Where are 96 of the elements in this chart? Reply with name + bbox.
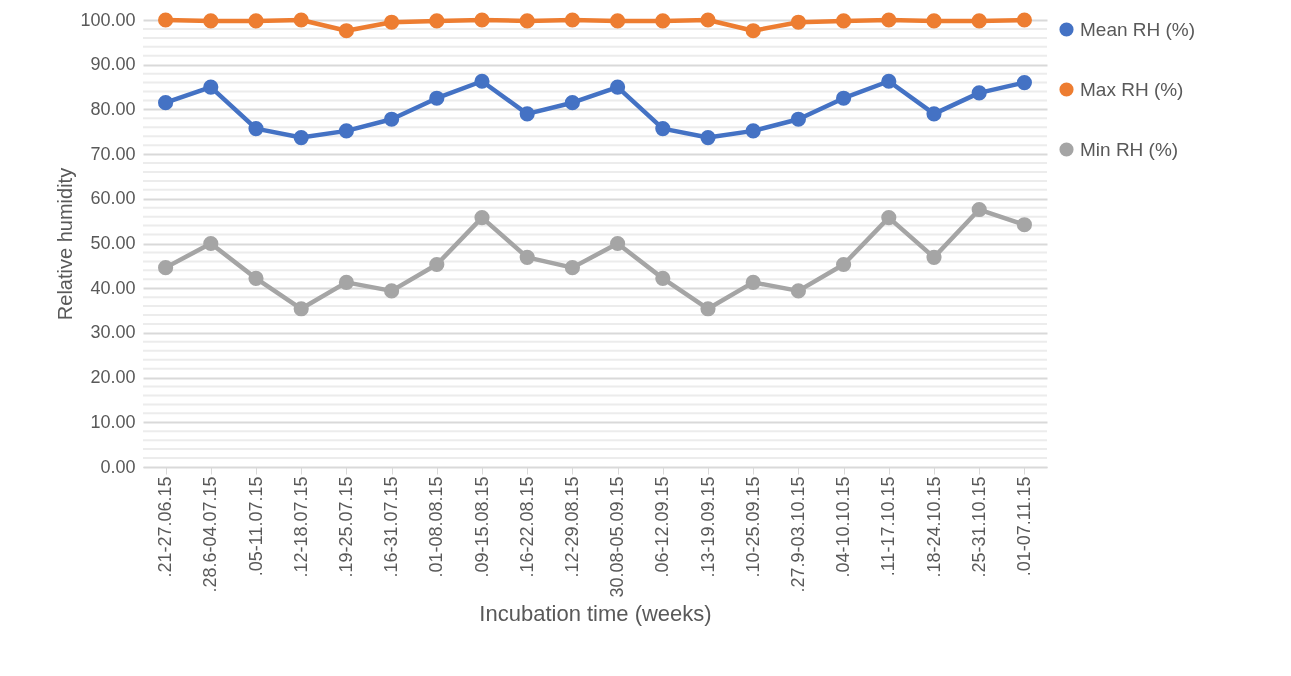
y-tick-label: 90.00 — [90, 54, 136, 75]
point — [564, 95, 580, 111]
point — [338, 274, 354, 290]
point — [836, 90, 852, 106]
point — [519, 249, 535, 265]
point — [384, 283, 400, 299]
x-tick-label: .28.6-04.07.15 — [200, 476, 221, 593]
x-tick-label: .16-31.07.15 — [381, 476, 402, 578]
x-tick-label: .09-15.08.15 — [471, 476, 492, 578]
point — [790, 283, 806, 299]
point — [790, 14, 806, 30]
point — [610, 79, 626, 95]
x-tick-label: .21-27.06.15 — [155, 476, 176, 578]
point — [519, 13, 535, 29]
point — [429, 90, 445, 106]
x-tick-label: .05-11.07.15 — [245, 476, 266, 577]
point — [293, 129, 309, 146]
x-tick-label: 30.08-05.09.15 — [607, 476, 628, 598]
point — [836, 13, 852, 29]
point — [881, 210, 897, 226]
x-tick-label: .12-18.07.15 — [290, 476, 311, 578]
point — [926, 249, 942, 265]
point — [655, 13, 671, 29]
x-tick-label: .18-24.10.15 — [923, 476, 944, 578]
point — [474, 210, 490, 226]
point — [881, 73, 897, 89]
point — [655, 270, 671, 286]
point — [926, 13, 942, 29]
y-tick-label: 30.00 — [90, 322, 136, 343]
point — [1016, 75, 1032, 91]
y-tick-label: 50.00 — [90, 233, 136, 253]
point — [474, 73, 490, 89]
y-tick-label: 10.00 — [90, 411, 136, 432]
point — [745, 123, 761, 139]
point — [248, 121, 264, 137]
point — [745, 23, 761, 39]
point — [474, 12, 490, 28]
legend-label: Min RH (%) — [1080, 138, 1179, 160]
point — [158, 12, 174, 28]
point — [700, 129, 716, 146]
point — [1016, 217, 1032, 233]
point — [836, 256, 852, 273]
legend-label: Mean RH (%) — [1080, 18, 1196, 40]
x-tick-label: .11-17.10.15 — [878, 476, 899, 577]
y-tick-label: 0.00 — [100, 456, 136, 477]
point — [203, 13, 219, 29]
x-tick-label: .06-12.09.15 — [652, 476, 673, 578]
x-tick-label: .01-07.11.15 — [1013, 476, 1034, 577]
point — [655, 121, 671, 137]
point — [700, 301, 716, 317]
point — [745, 274, 761, 290]
legend-label: Max RH (%) — [1080, 78, 1184, 100]
y-tick-label: 20.00 — [90, 367, 136, 388]
point — [971, 201, 987, 218]
point — [384, 14, 400, 30]
point — [203, 235, 219, 252]
point — [971, 85, 987, 101]
y-tick-label: 60.00 — [90, 188, 136, 209]
x-tick-label: .13-19.09.15 — [697, 476, 718, 578]
point — [158, 260, 174, 276]
point — [610, 235, 626, 252]
point — [203, 79, 219, 95]
x-axis-title: Incubation time (weeks) — [479, 600, 712, 626]
x-tick-label: .16-22.08.15 — [516, 476, 537, 578]
x-tick-label: .01-08.08.15 — [426, 476, 447, 578]
point — [384, 111, 400, 127]
x-tick-label: .19-25.07.15 — [335, 476, 356, 578]
point — [926, 106, 942, 122]
point — [610, 13, 626, 29]
point — [158, 95, 174, 111]
point — [293, 12, 309, 28]
x-tick-label: .12-29.08.15 — [561, 476, 582, 578]
point — [881, 12, 897, 28]
point — [700, 12, 716, 28]
y-tick-label: 70.00 — [90, 143, 136, 164]
point — [293, 301, 309, 317]
y-tick-label: 80.00 — [90, 98, 136, 119]
point — [248, 13, 264, 29]
point — [338, 123, 354, 139]
x-tick-label: .04-10.10.15 — [833, 476, 854, 578]
point — [429, 256, 445, 273]
x-tick-label: .10-25.09.15 — [742, 476, 763, 578]
point — [519, 106, 535, 122]
x-tick-label: .27.9-03.10.15 — [787, 476, 808, 593]
x-tick-label: .25-31.10.15 — [968, 476, 989, 578]
point — [564, 260, 580, 276]
point — [1016, 12, 1032, 28]
y-tick-label: 100.00 — [80, 9, 136, 30]
point — [790, 111, 806, 127]
point — [248, 270, 264, 286]
point — [971, 13, 987, 29]
y-axis-title: Relative humidity — [54, 167, 77, 321]
point — [429, 13, 445, 29]
point — [564, 12, 580, 28]
y-tick-label: 40.00 — [90, 277, 136, 298]
point — [338, 23, 354, 39]
